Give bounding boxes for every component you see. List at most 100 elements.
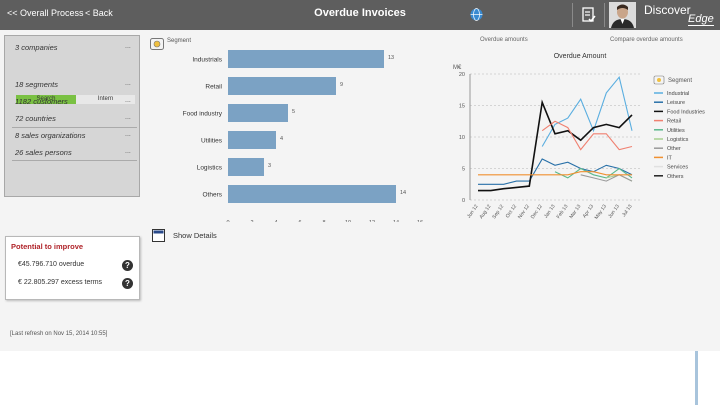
legend-item[interactable]: Services xyxy=(667,165,688,171)
selection-progress[interactable]: Search Intern xyxy=(16,95,135,104)
bar[interactable] xyxy=(228,77,336,95)
series-line[interactable] xyxy=(554,167,633,179)
brand-logo-text-accent: Edge xyxy=(688,13,714,26)
bar-value-label: 4 xyxy=(280,136,283,142)
series-line[interactable] xyxy=(541,120,633,151)
tab-compare-amounts[interactable]: Compare overdue amounts xyxy=(610,37,683,43)
category-label[interactable]: Others xyxy=(202,192,222,199)
legend-item[interactable]: Logistics xyxy=(667,137,689,143)
sales-orgs-more[interactable]: ... xyxy=(125,131,131,138)
category-label[interactable]: Industrials xyxy=(192,57,222,64)
overall-process-button[interactable]: << Overall Process xyxy=(7,8,84,18)
segments-more[interactable]: ... xyxy=(125,80,131,87)
y-tick-label: 20 xyxy=(459,72,465,78)
bar[interactable] xyxy=(228,50,384,68)
show-details-icon[interactable] xyxy=(152,229,165,242)
summary-segments: 18 segments xyxy=(15,80,58,89)
y-axis-label: M€ xyxy=(453,65,462,71)
x-tick-label: 16 xyxy=(417,220,423,222)
bar-value-label: 9 xyxy=(340,82,343,88)
bar-value-label: 13 xyxy=(388,55,394,61)
bar[interactable] xyxy=(228,104,288,122)
legend-item[interactable]: Other xyxy=(667,146,681,152)
tab-overdue-amounts[interactable]: Overdue amounts xyxy=(480,37,528,43)
bar-value-label: 3 xyxy=(268,163,271,169)
x-tick-label: Jun 13 xyxy=(607,204,621,220)
companies-more[interactable]: ... xyxy=(125,43,131,50)
potential-title: Potential to improve xyxy=(11,242,84,251)
customers-more[interactable]: ... xyxy=(125,97,131,104)
summary-panel: 3 companies ... Search Intern 18 segment… xyxy=(4,35,140,197)
summary-companies: 3 companies xyxy=(15,43,58,52)
legend-item[interactable]: Leisure xyxy=(667,100,685,106)
progress-left-label: Search xyxy=(36,96,56,102)
x-tick-label: Feb 13 xyxy=(556,204,570,220)
sales-persons-more[interactable]: ... xyxy=(125,148,131,155)
separator xyxy=(572,3,573,27)
summary-sales-persons: 26 sales persons xyxy=(15,148,72,157)
chart-title: Overdue Amount xyxy=(554,53,607,60)
globe-icon[interactable] xyxy=(470,8,483,21)
bar-value-label: 14 xyxy=(400,190,406,196)
back-button[interactable]: < Back xyxy=(85,8,113,18)
x-tick-label: Aug 12 xyxy=(478,204,492,221)
series-line[interactable] xyxy=(580,174,633,182)
legend-item[interactable]: IT xyxy=(667,155,673,161)
bar[interactable] xyxy=(228,185,396,203)
summary-customers: 1182 customers xyxy=(15,97,68,106)
x-tick-label: 8 xyxy=(322,220,325,222)
series-line[interactable] xyxy=(478,158,633,185)
page-title: Overdue Invoices xyxy=(314,7,406,19)
overdue-value: €45.796.710 overdue xyxy=(18,261,85,268)
avatar[interactable] xyxy=(609,2,636,28)
legend-item[interactable]: Industrial xyxy=(667,91,689,97)
x-tick-label: 10 xyxy=(345,220,351,222)
help-icon[interactable]: ? xyxy=(122,260,133,271)
x-tick-label: May 13 xyxy=(594,204,608,221)
category-label[interactable]: Retail xyxy=(205,84,222,91)
y-tick-label: 5 xyxy=(462,167,465,173)
scroll-indicator xyxy=(695,351,698,405)
legend-item[interactable]: Others xyxy=(667,174,684,180)
segment-selector-label[interactable]: Segment xyxy=(167,38,192,44)
category-label[interactable]: Logistics xyxy=(197,165,223,172)
bar[interactable] xyxy=(228,158,264,176)
legend-item[interactable]: Retail xyxy=(667,119,681,125)
x-tick-label: 4 xyxy=(274,220,277,222)
last-refresh: [Last refresh on Nov 15, 2014 10:55] xyxy=(10,331,108,337)
bar-value-label: 5 xyxy=(292,109,295,115)
checklist-icon[interactable] xyxy=(582,7,596,23)
x-tick-label: Dec 12 xyxy=(530,204,544,221)
x-tick-label: Nov 12 xyxy=(517,204,531,221)
top-bar: << Overall Process < Back Overdue Invoic… xyxy=(0,0,720,30)
x-tick-label: 12 xyxy=(369,220,375,222)
x-tick-label: 14 xyxy=(393,220,399,222)
bottom-strip xyxy=(0,351,720,405)
x-tick-label: Jan 13 xyxy=(543,204,557,220)
bar[interactable] xyxy=(228,131,276,149)
excess-terms-value: € 22.805.297 excess terms xyxy=(18,279,103,286)
segment-selector-icon[interactable] xyxy=(150,38,164,50)
y-tick-label: 15 xyxy=(459,104,465,110)
y-tick-label: 0 xyxy=(462,198,465,204)
progress-right-label: Intern xyxy=(97,96,114,102)
segment-bar-chart: Industrials 13 Retail 9 Food industry 5 Utilit… xyxy=(183,50,423,222)
divider xyxy=(12,160,137,161)
category-label[interactable]: Food industry xyxy=(183,111,223,118)
countries-more[interactable]: ... xyxy=(125,114,131,121)
series-line[interactable] xyxy=(541,75,633,147)
progress-fill xyxy=(16,95,76,104)
show-details-button[interactable]: Show Details xyxy=(173,231,217,240)
legend-item[interactable]: Food Industries xyxy=(667,109,705,115)
series-line[interactable] xyxy=(478,171,632,176)
y-tick-label: 10 xyxy=(459,135,465,141)
series-line[interactable] xyxy=(478,99,633,192)
legend-item[interactable]: Utilities xyxy=(667,128,685,134)
x-tick-label: Sep 12 xyxy=(491,204,505,221)
category-label[interactable]: Utilities xyxy=(201,138,223,145)
summary-countries: 72 countries xyxy=(15,114,56,123)
help-icon[interactable]: ? xyxy=(122,278,133,289)
legend-segment-icon-dot xyxy=(657,78,661,82)
brand-logo-text: Discover xyxy=(644,3,691,17)
